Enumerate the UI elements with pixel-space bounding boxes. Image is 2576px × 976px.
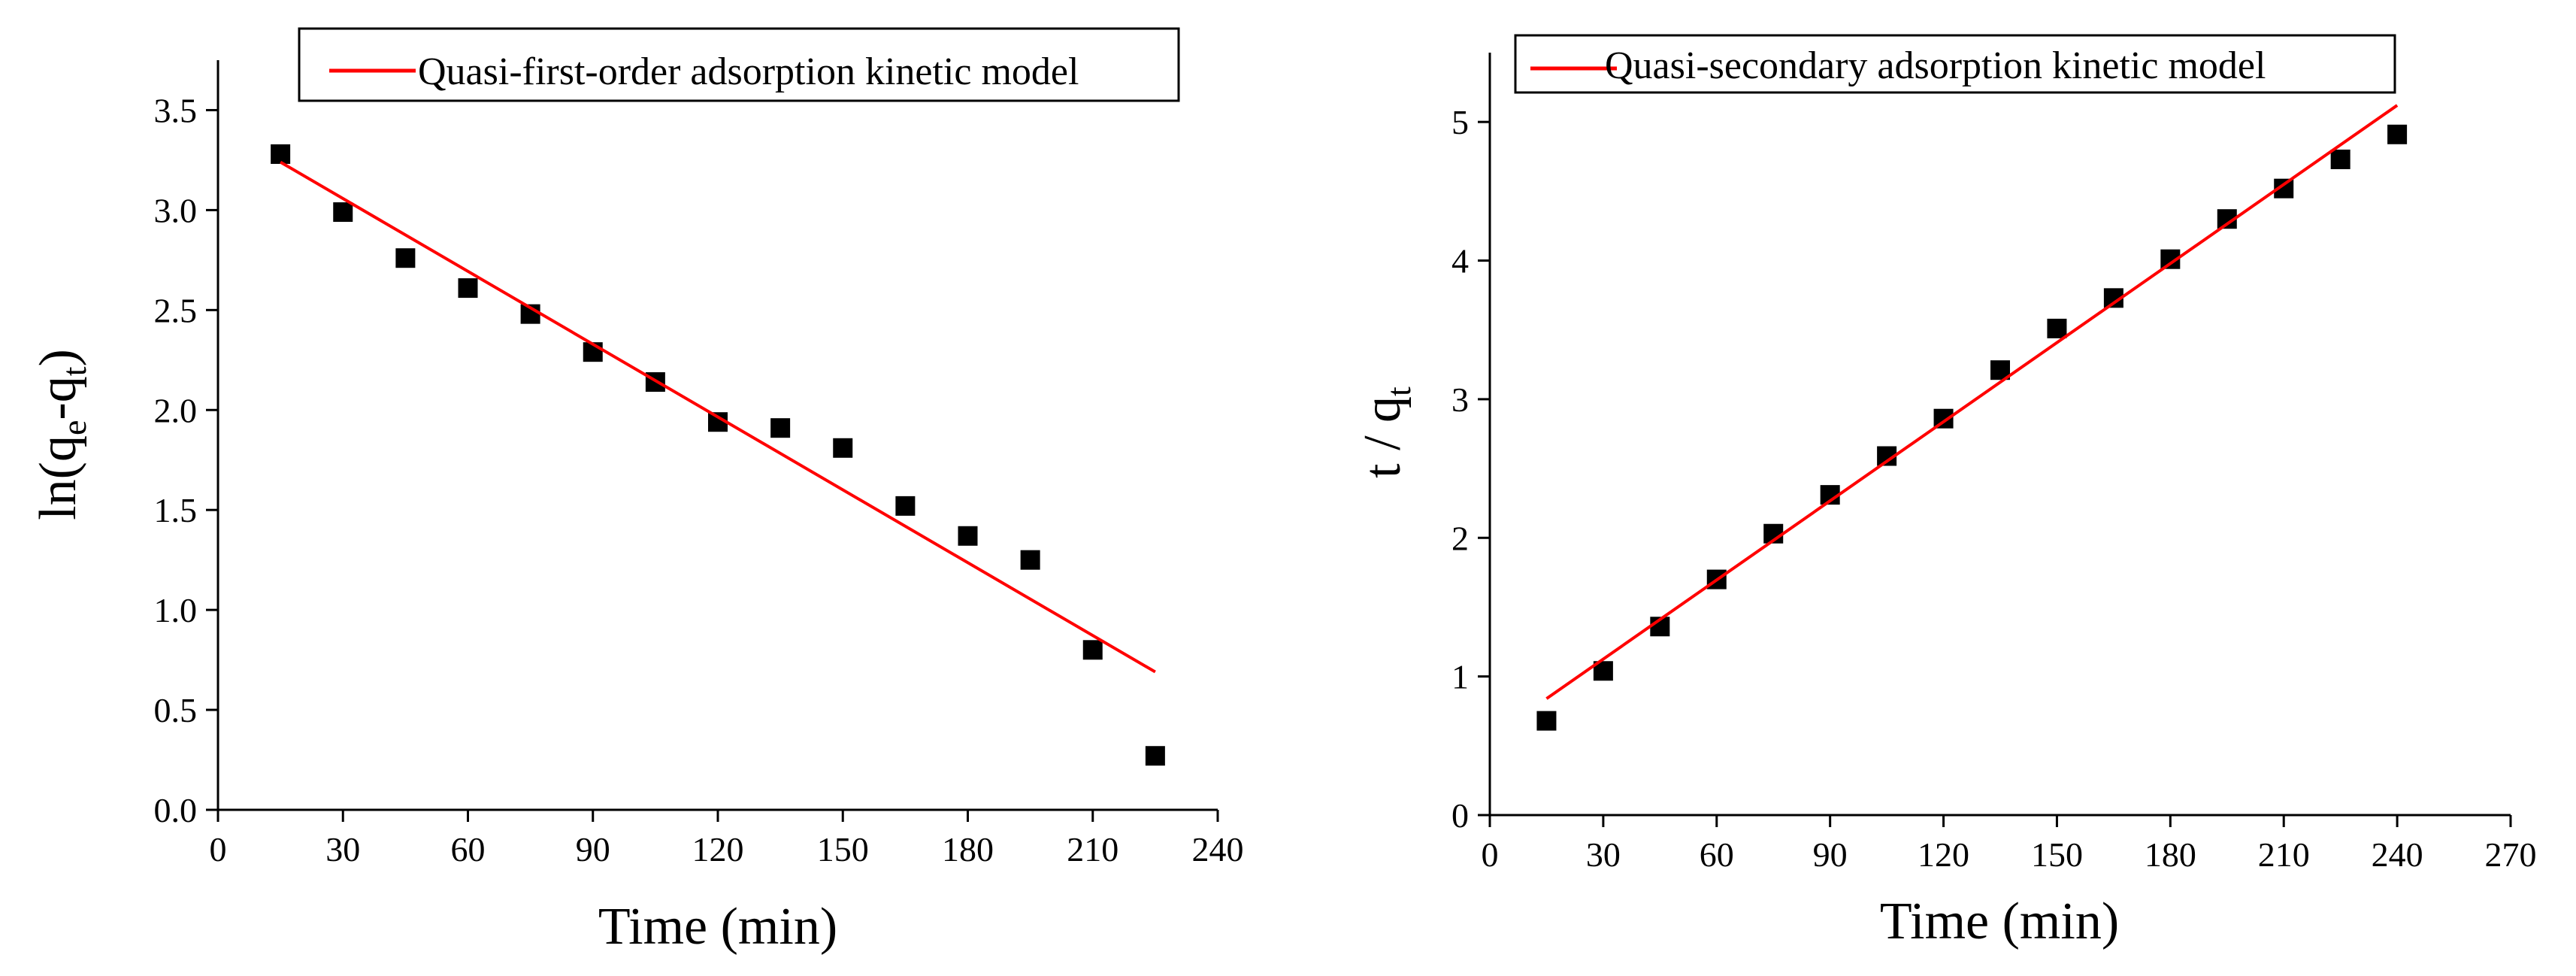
x-tick-label: 240	[1192, 830, 1244, 868]
x-tick-label: 120	[1918, 835, 1969, 874]
y-axis-title-sub-t: t	[55, 366, 93, 376]
y-axis-title: t / qt	[1354, 386, 1418, 478]
data-point	[395, 248, 416, 268]
x-axis-title: Time (min)	[1880, 893, 2119, 950]
chart-quasi-secondary: 0 30 60 90 120 150 180 210 240 270 0 1 2 3 4 5 Time (mi…	[1354, 34, 2537, 950]
data-point	[1145, 746, 1165, 766]
x-tick-label: 180	[942, 830, 994, 868]
data-point	[958, 526, 978, 546]
y-axis-title: ln(qe-qt)	[29, 349, 93, 520]
y-tick-label: 4	[1451, 242, 1469, 280]
y-tick-label: 3.5	[154, 91, 198, 129]
y-tick-label: 0	[1451, 796, 1469, 835]
x-tick-label: 90	[576, 830, 610, 868]
x-tick-label: 0	[1482, 835, 1499, 874]
x-tick-label: 210	[2258, 835, 2310, 874]
x-tick-label: 150	[2031, 835, 2083, 874]
chart-quasi-first-order: 0 30 60 90 120 150 180 210 240 0.0 0.5 1.0 1.5 2.0 2.5…	[29, 27, 1244, 956]
x-tick-label: 60	[451, 830, 486, 868]
x-tick-label: 210	[1067, 830, 1118, 868]
data-point	[770, 418, 791, 438]
data-point	[1020, 550, 1040, 570]
x-axis-title: Time (min)	[598, 898, 837, 956]
fit-line	[1545, 104, 2399, 700]
legend-box	[1514, 34, 2396, 94]
data-point	[1082, 640, 1103, 660]
tick-group: 0 30 60 90 120 150 180 210 240 0.0 0.5 1.0 1.5 2.0 2.5…	[154, 91, 1244, 868]
x-tick-label: 240	[2372, 835, 2423, 874]
data-point	[1536, 711, 1557, 731]
y-tick-label: 0.5	[154, 691, 198, 729]
legend-box	[298, 27, 1180, 102]
legend-label: Quasi-secondary adsorption kinetic model	[1605, 44, 2266, 87]
y-tick-label: 2.5	[154, 291, 198, 329]
y-axis-title-base: ln(q	[29, 435, 87, 520]
y-axis-title-sub-t: t	[1379, 386, 1418, 396]
y-tick-label: 1	[1451, 658, 1469, 696]
data-point	[2387, 124, 2408, 144]
data-points	[271, 144, 1165, 766]
x-tick-label: 0	[210, 830, 227, 868]
x-tick-label: 90	[1813, 835, 1848, 874]
data-point	[271, 144, 291, 164]
data-point	[833, 438, 853, 458]
y-axis-title-end: )	[29, 349, 87, 366]
y-tick-label: 3.0	[154, 191, 198, 229]
legend: Quasi-first-order adsorption kinetic mod…	[298, 27, 1180, 102]
data-points	[1536, 124, 2408, 731]
data-point	[2047, 318, 2067, 338]
data-point	[333, 202, 353, 223]
x-tick-label: 270	[2485, 835, 2537, 874]
x-tick-label: 150	[817, 830, 869, 868]
tick-group: 0 30 60 90 120 150 180 210 240 270 0 1 2 3 4 5	[1451, 103, 2537, 874]
y-axis-title-mid: -q	[29, 376, 87, 420]
y-tick-label: 5	[1451, 103, 1469, 141]
legend-label: Quasi-first-order adsorption kinetic mod…	[418, 50, 1079, 93]
x-tick-label: 30	[325, 830, 360, 868]
data-point	[895, 496, 916, 516]
y-tick-label: 2.0	[154, 391, 198, 429]
x-tick-label: 180	[2145, 835, 2196, 874]
y-tick-label: 1.5	[154, 491, 198, 529]
y-tick-label: 1.0	[154, 591, 198, 629]
y-axis-title-base: t / q	[1354, 396, 1412, 478]
x-tick-label: 30	[1586, 835, 1621, 874]
y-tick-label: 0.0	[154, 791, 198, 829]
x-tick-label: 120	[692, 830, 744, 868]
data-point	[2330, 149, 2350, 169]
x-tick-label: 60	[1700, 835, 1734, 874]
y-tick-label: 2	[1451, 519, 1469, 557]
fit-line	[280, 160, 1156, 674]
legend: Quasi-secondary adsorption kinetic model	[1514, 34, 2396, 94]
y-axis-title-sub-e: e	[55, 420, 93, 435]
y-tick-label: 3	[1451, 380, 1469, 419]
data-point	[458, 278, 478, 299]
